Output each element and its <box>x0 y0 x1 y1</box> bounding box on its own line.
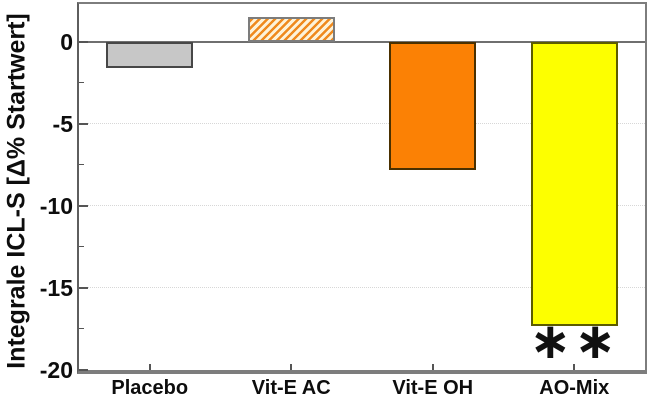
gridline <box>79 287 645 289</box>
y-minor-tick <box>79 328 84 330</box>
x-tick <box>573 364 576 370</box>
x-tick <box>431 364 434 370</box>
bar-vit-e-oh <box>389 41 477 170</box>
y-minor-tick <box>79 82 84 84</box>
y-tick-label: -15 <box>39 274 73 301</box>
y-major-tick <box>79 122 88 125</box>
x-tick <box>148 364 151 370</box>
y-major-tick <box>79 204 88 207</box>
x-tick-label: Vit-E AC <box>251 377 331 399</box>
x-tick-label: Vit-E OH <box>392 377 474 399</box>
y-tick-label: -5 <box>52 110 73 137</box>
gridline <box>79 205 645 207</box>
bar-placebo <box>106 41 194 68</box>
x-tick-label: AO-Mix <box>539 377 610 399</box>
y-major-tick <box>79 286 88 289</box>
y-minor-tick <box>79 246 84 248</box>
y-major-tick <box>79 40 88 43</box>
zero-line <box>79 40 645 43</box>
y-major-tick <box>79 369 88 371</box>
x-tick-label: Placebo <box>111 377 189 399</box>
bar-vit-e-ac <box>247 17 335 42</box>
bar-ao-mix <box>530 41 618 326</box>
y-tick-label: 0 <box>60 28 73 55</box>
y-tick-label: -10 <box>39 192 73 219</box>
gridline <box>79 123 645 125</box>
significance-marker: ∗∗ <box>529 312 620 370</box>
x-tick <box>290 364 293 370</box>
y-minor-tick <box>79 164 84 166</box>
y-tick-label: -20 <box>39 357 73 383</box>
